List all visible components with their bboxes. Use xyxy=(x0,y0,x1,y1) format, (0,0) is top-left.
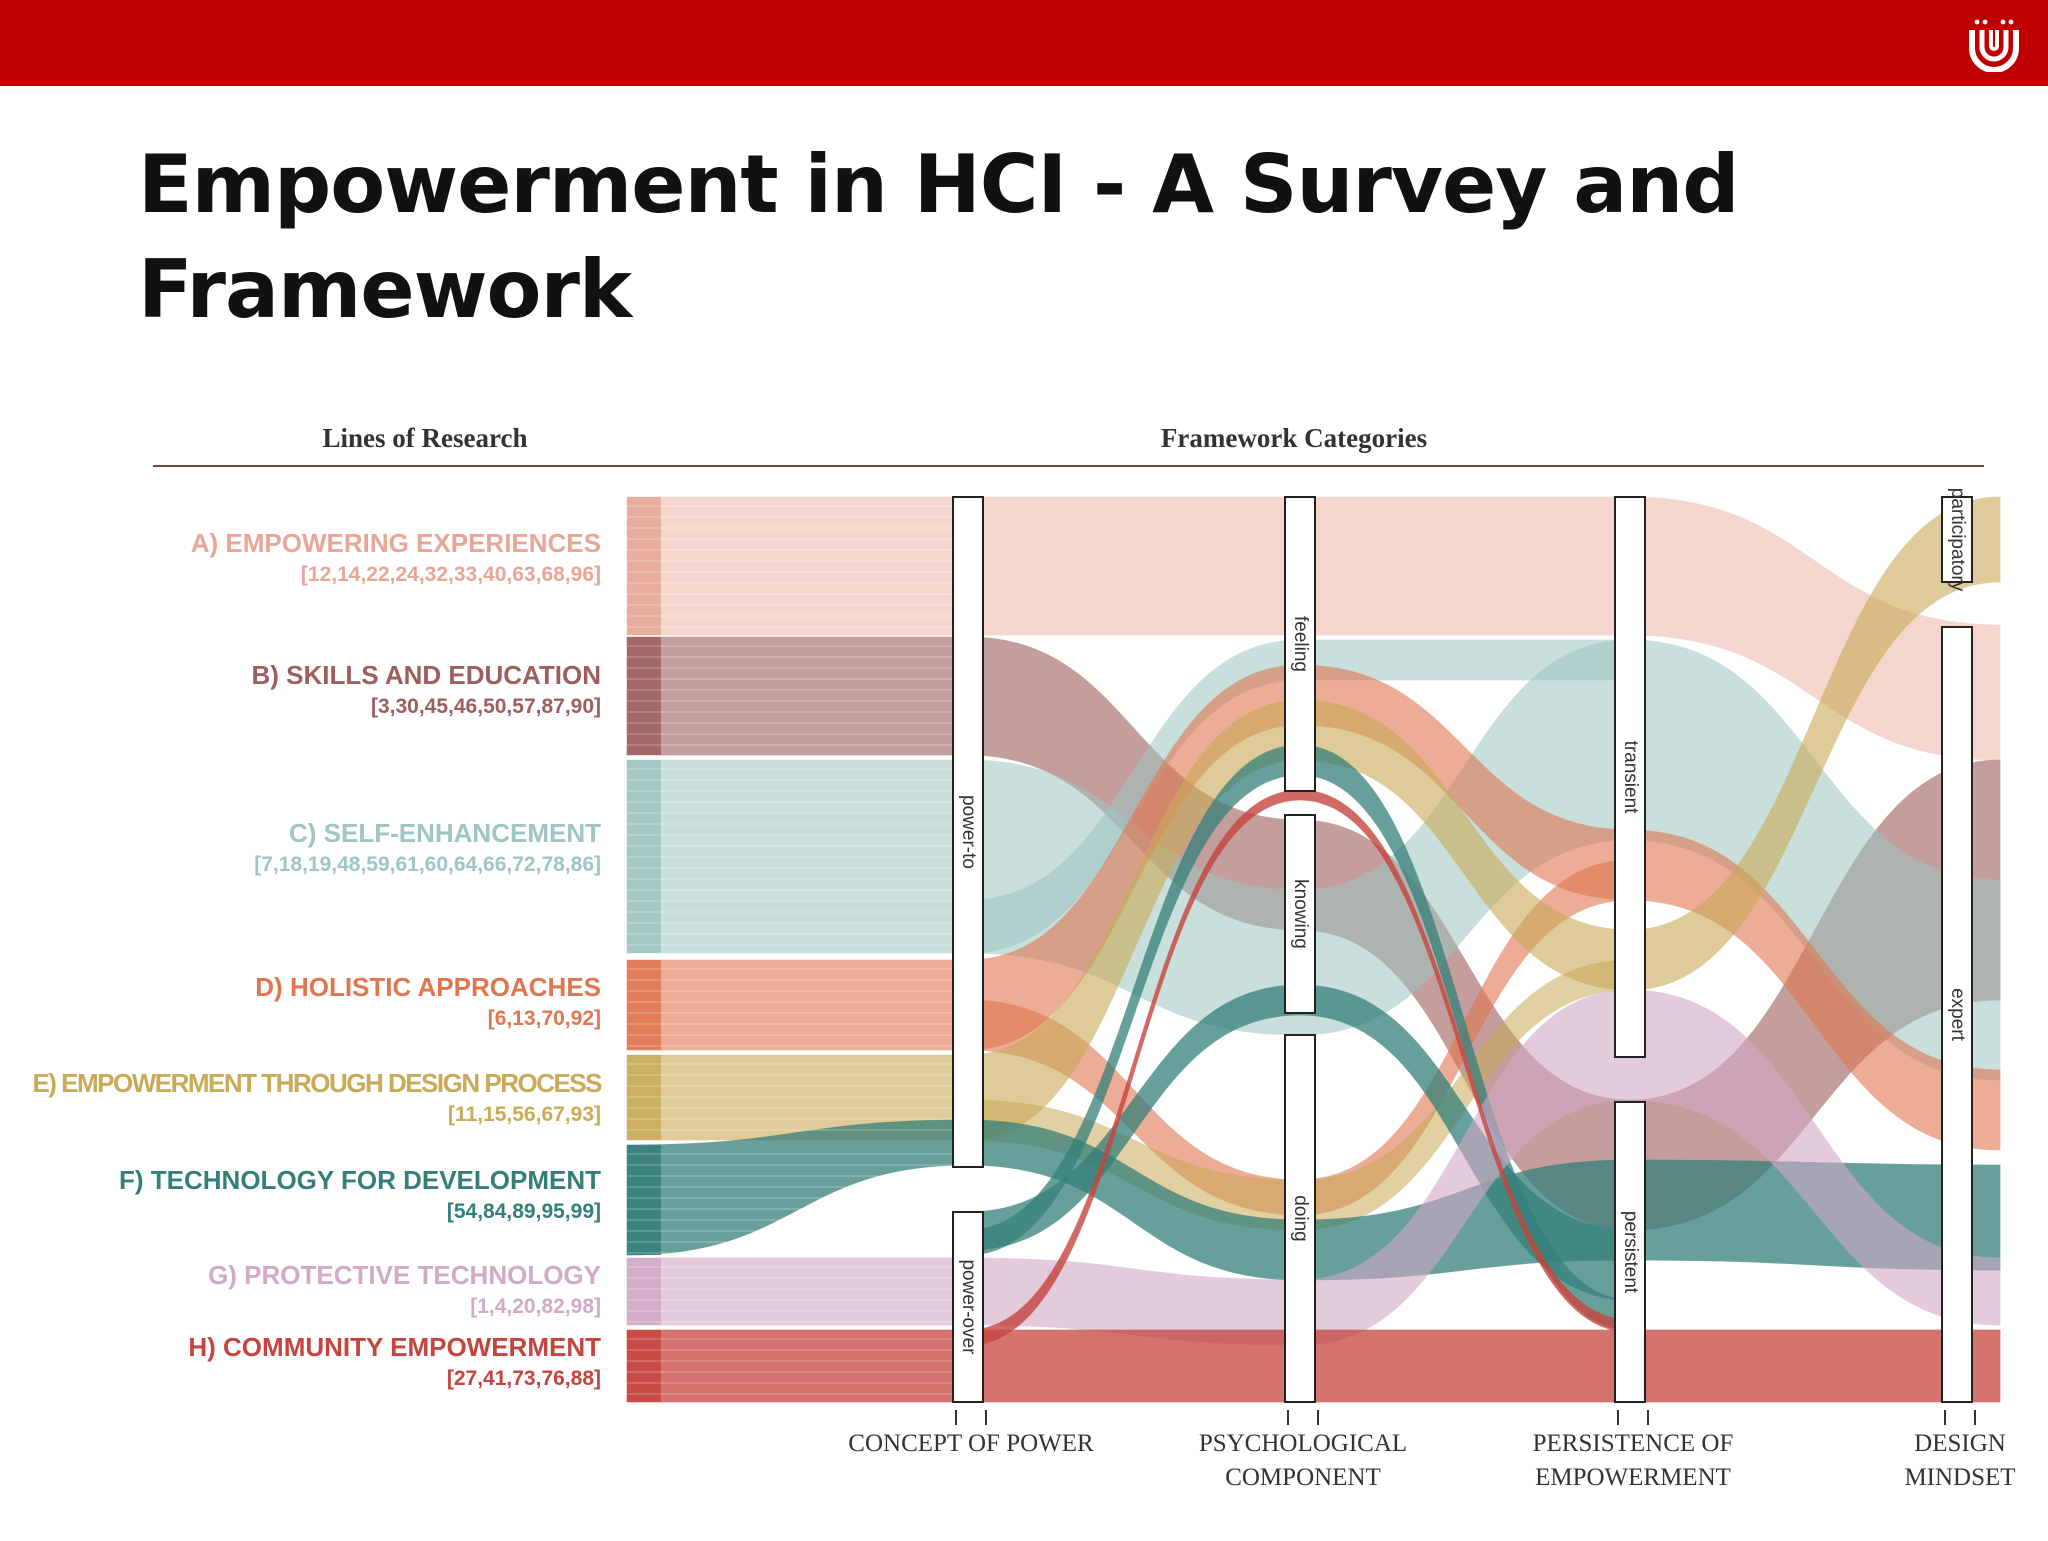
category-label-transient: transient xyxy=(1620,741,1641,815)
axis-title-1: PSYCHOLOGICAL xyxy=(1199,1430,1407,1457)
lane-name: H) COMMUNITY EMPOWERMENT xyxy=(188,1332,601,1362)
category-label-knowing: knowing xyxy=(1290,879,1311,949)
axis-box-persistent xyxy=(1614,1101,1646,1403)
lane-label-a: A) EMPOWERING EXPERIENCES [12,14,22,24,32… xyxy=(191,528,601,587)
parallel-sets-diagram: A) EMPOWERING EXPERIENCES [12,14,22,24,32… xyxy=(0,400,2048,1536)
axis-box-power-to xyxy=(952,496,984,1168)
axis-subtitle-3: MINDSET xyxy=(1904,1464,2015,1491)
lane-refs: [1,4,20,82,98] xyxy=(470,1295,601,1318)
category-label-power-to: power-to xyxy=(958,795,979,869)
lane-refs: [6,13,70,92] xyxy=(487,1007,601,1030)
lane-stripes xyxy=(627,505,968,1395)
category-label-power-over: power-over xyxy=(958,1259,979,1355)
lane-label-g: G) PROTECTIVE TECHNOLOGY [1,4,20,82,98] xyxy=(208,1260,601,1319)
ribbon-e xyxy=(626,496,2001,1141)
lane-name: D) HOLISTIC APPROACHES xyxy=(255,972,601,1002)
axis-box-expert xyxy=(1941,626,1973,1403)
category-label-doing: doing xyxy=(1290,1195,1311,1242)
university-logo-icon xyxy=(1969,19,2019,72)
axis-title-2: PERSISTENCE OF xyxy=(1533,1430,1734,1457)
diagram-header: Lines of Research Framework Categories xyxy=(153,423,1984,467)
slide-title: Empowerment in HCI - A Survey and Framew… xyxy=(138,138,1739,336)
axis-box-feeling xyxy=(1284,496,1316,792)
section-title-framework-categories: Framework Categories xyxy=(1161,423,1427,453)
lane-refs: [3,30,45,46,50,57,87,90] xyxy=(370,695,601,718)
parallel-sets-svg: Lines of Research Framework Categories pow… xyxy=(153,423,2016,1491)
lane-refs: [11,15,56,67,93] xyxy=(448,1103,601,1126)
axis-box-transient xyxy=(1614,496,1646,1058)
category-label-expert: expert xyxy=(1947,988,1968,1042)
lane-name: C) SELF-ENHANCEMENT xyxy=(289,818,601,848)
lane-block-a xyxy=(627,497,661,635)
lane-name: B) SKILLS AND EDUCATION xyxy=(251,660,601,690)
category-label-feeling: feeling xyxy=(1290,616,1311,672)
axis-box-doing xyxy=(1284,1034,1316,1403)
axis-subtitle-1: COMPONENT xyxy=(1225,1464,1381,1491)
axis-title-0: CONCEPT OF POWER xyxy=(848,1430,1094,1457)
lane-refs: [54,84,89,95,99] xyxy=(446,1200,601,1223)
lane-name: F) TECHNOLOGY FOR DEVELOPMENT xyxy=(119,1165,601,1195)
axes: power-to power-over CONCEPT OF POWER feelin… xyxy=(848,488,2015,1491)
axis-box-knowing xyxy=(1284,814,1316,1014)
lane-name: G) PROTECTIVE TECHNOLOGY xyxy=(208,1260,601,1290)
axis-box-participatory xyxy=(1941,496,1973,583)
lane-label-f: F) TECHNOLOGY FOR DEVELOPMENT [54,84,89,9… xyxy=(119,1165,601,1224)
lane-name: E) EMPOWERMENT THROUGH DESIGN PROCESS xyxy=(32,1068,602,1098)
lane-label-b: B) SKILLS AND EDUCATION [3,30,45,46,50,57… xyxy=(251,660,601,719)
axis-box-power-over xyxy=(952,1211,984,1403)
axis-subtitle-2: EMPOWERMENT xyxy=(1535,1464,1731,1491)
header-bar xyxy=(0,0,2048,86)
lane-label-d: D) HOLISTIC APPROACHES [6,13,70,92] xyxy=(255,972,601,1031)
category-label-participatory: participatory xyxy=(1947,488,1968,592)
lane-refs: [12,14,22,24,32,33,40,63,68,96] xyxy=(300,563,601,586)
lane-label-c: C) SELF-ENHANCEMENT [7,18,19,48,59,61,60,… xyxy=(254,818,601,877)
lane-refs: [7,18,19,48,59,61,60,64,66,72,78,86] xyxy=(254,853,601,876)
category-label-persistent: persistent xyxy=(1620,1211,1641,1294)
section-title-lines-of-research: Lines of Research xyxy=(323,423,528,453)
lane-name: A) EMPOWERING EXPERIENCES xyxy=(190,528,601,558)
lane-refs: [27,41,73,76,88] xyxy=(446,1367,601,1390)
lane-label-h: H) COMMUNITY EMPOWERMENT [27,41,73,76,88] xyxy=(188,1332,601,1391)
axis-title-3: DESIGN xyxy=(1914,1430,2006,1457)
lane-label-e: E) EMPOWERMENT THROUGH DESIGN PROCESS [11… xyxy=(32,1068,602,1127)
